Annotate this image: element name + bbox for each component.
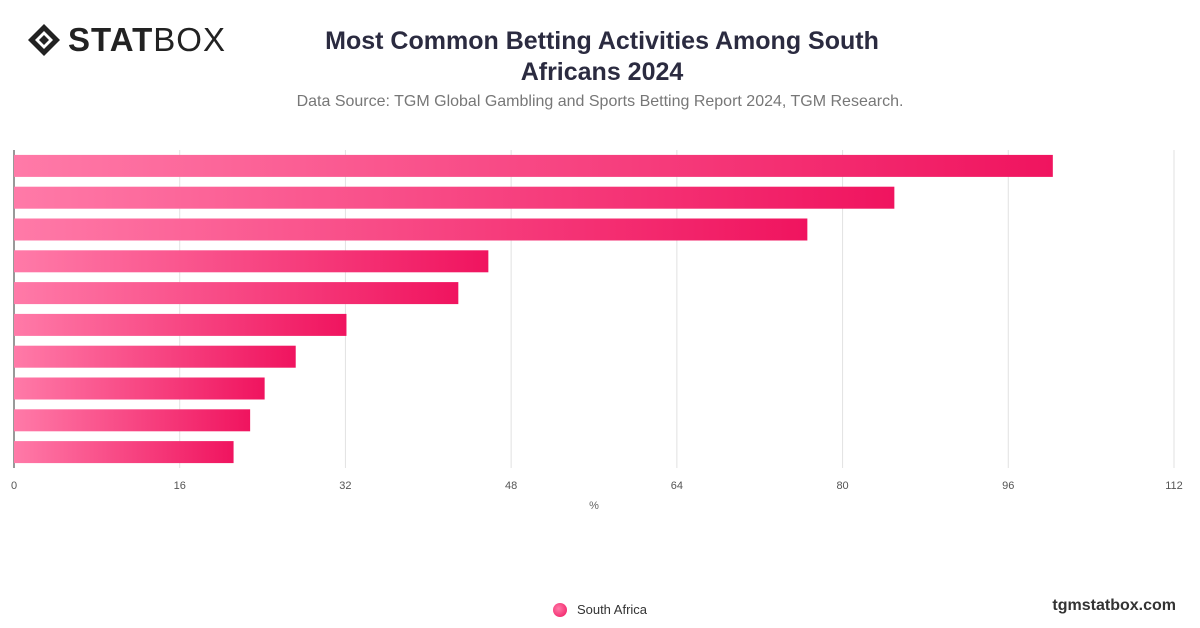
bar[interactable]	[14, 345, 296, 368]
bars	[14, 154, 1053, 464]
chart-title: Most Common Betting Activities Among Sou…	[325, 27, 879, 86]
x-tick-label: 0	[11, 480, 17, 492]
x-tick-label: 96	[1002, 480, 1014, 492]
bar[interactable]	[14, 250, 489, 273]
bar[interactable]	[14, 441, 234, 464]
x-tick-label: 112	[1165, 480, 1183, 492]
legend-marker-icon	[552, 602, 567, 617]
watermark: tgmstatbox.com	[1052, 597, 1176, 614]
legend-label: South Africa	[576, 602, 648, 617]
bar[interactable]	[14, 186, 895, 209]
x-tick-label: 80	[836, 480, 848, 492]
statbox-logo: STATBOX	[26, 22, 226, 58]
x-tick-label: 48	[505, 480, 517, 492]
chart-subtitle: Data Source: TGM Global Gambling and Spo…	[296, 93, 904, 110]
bar[interactable]	[14, 154, 1053, 177]
logo-wordmark: STATBOX	[68, 22, 226, 58]
bar[interactable]	[14, 377, 265, 400]
x-tick-label: 32	[339, 480, 351, 492]
bar[interactable]	[14, 313, 347, 336]
x-tick-label: 16	[174, 480, 186, 492]
bar[interactable]	[14, 409, 251, 432]
bar[interactable]	[14, 282, 459, 305]
bar[interactable]	[14, 218, 808, 241]
x-axis-label: %	[589, 500, 599, 512]
statbox-diamond-icon	[28, 24, 60, 56]
x-axis-ticks: 0 16 32 48 64 80 96 112	[11, 480, 1183, 492]
logo-wordmark-bold: STAT	[68, 21, 154, 58]
legend[interactable]: South Africa	[0, 602, 1200, 617]
logo-wordmark-light: BOX	[153, 21, 226, 58]
x-tick-label: 64	[671, 480, 683, 492]
